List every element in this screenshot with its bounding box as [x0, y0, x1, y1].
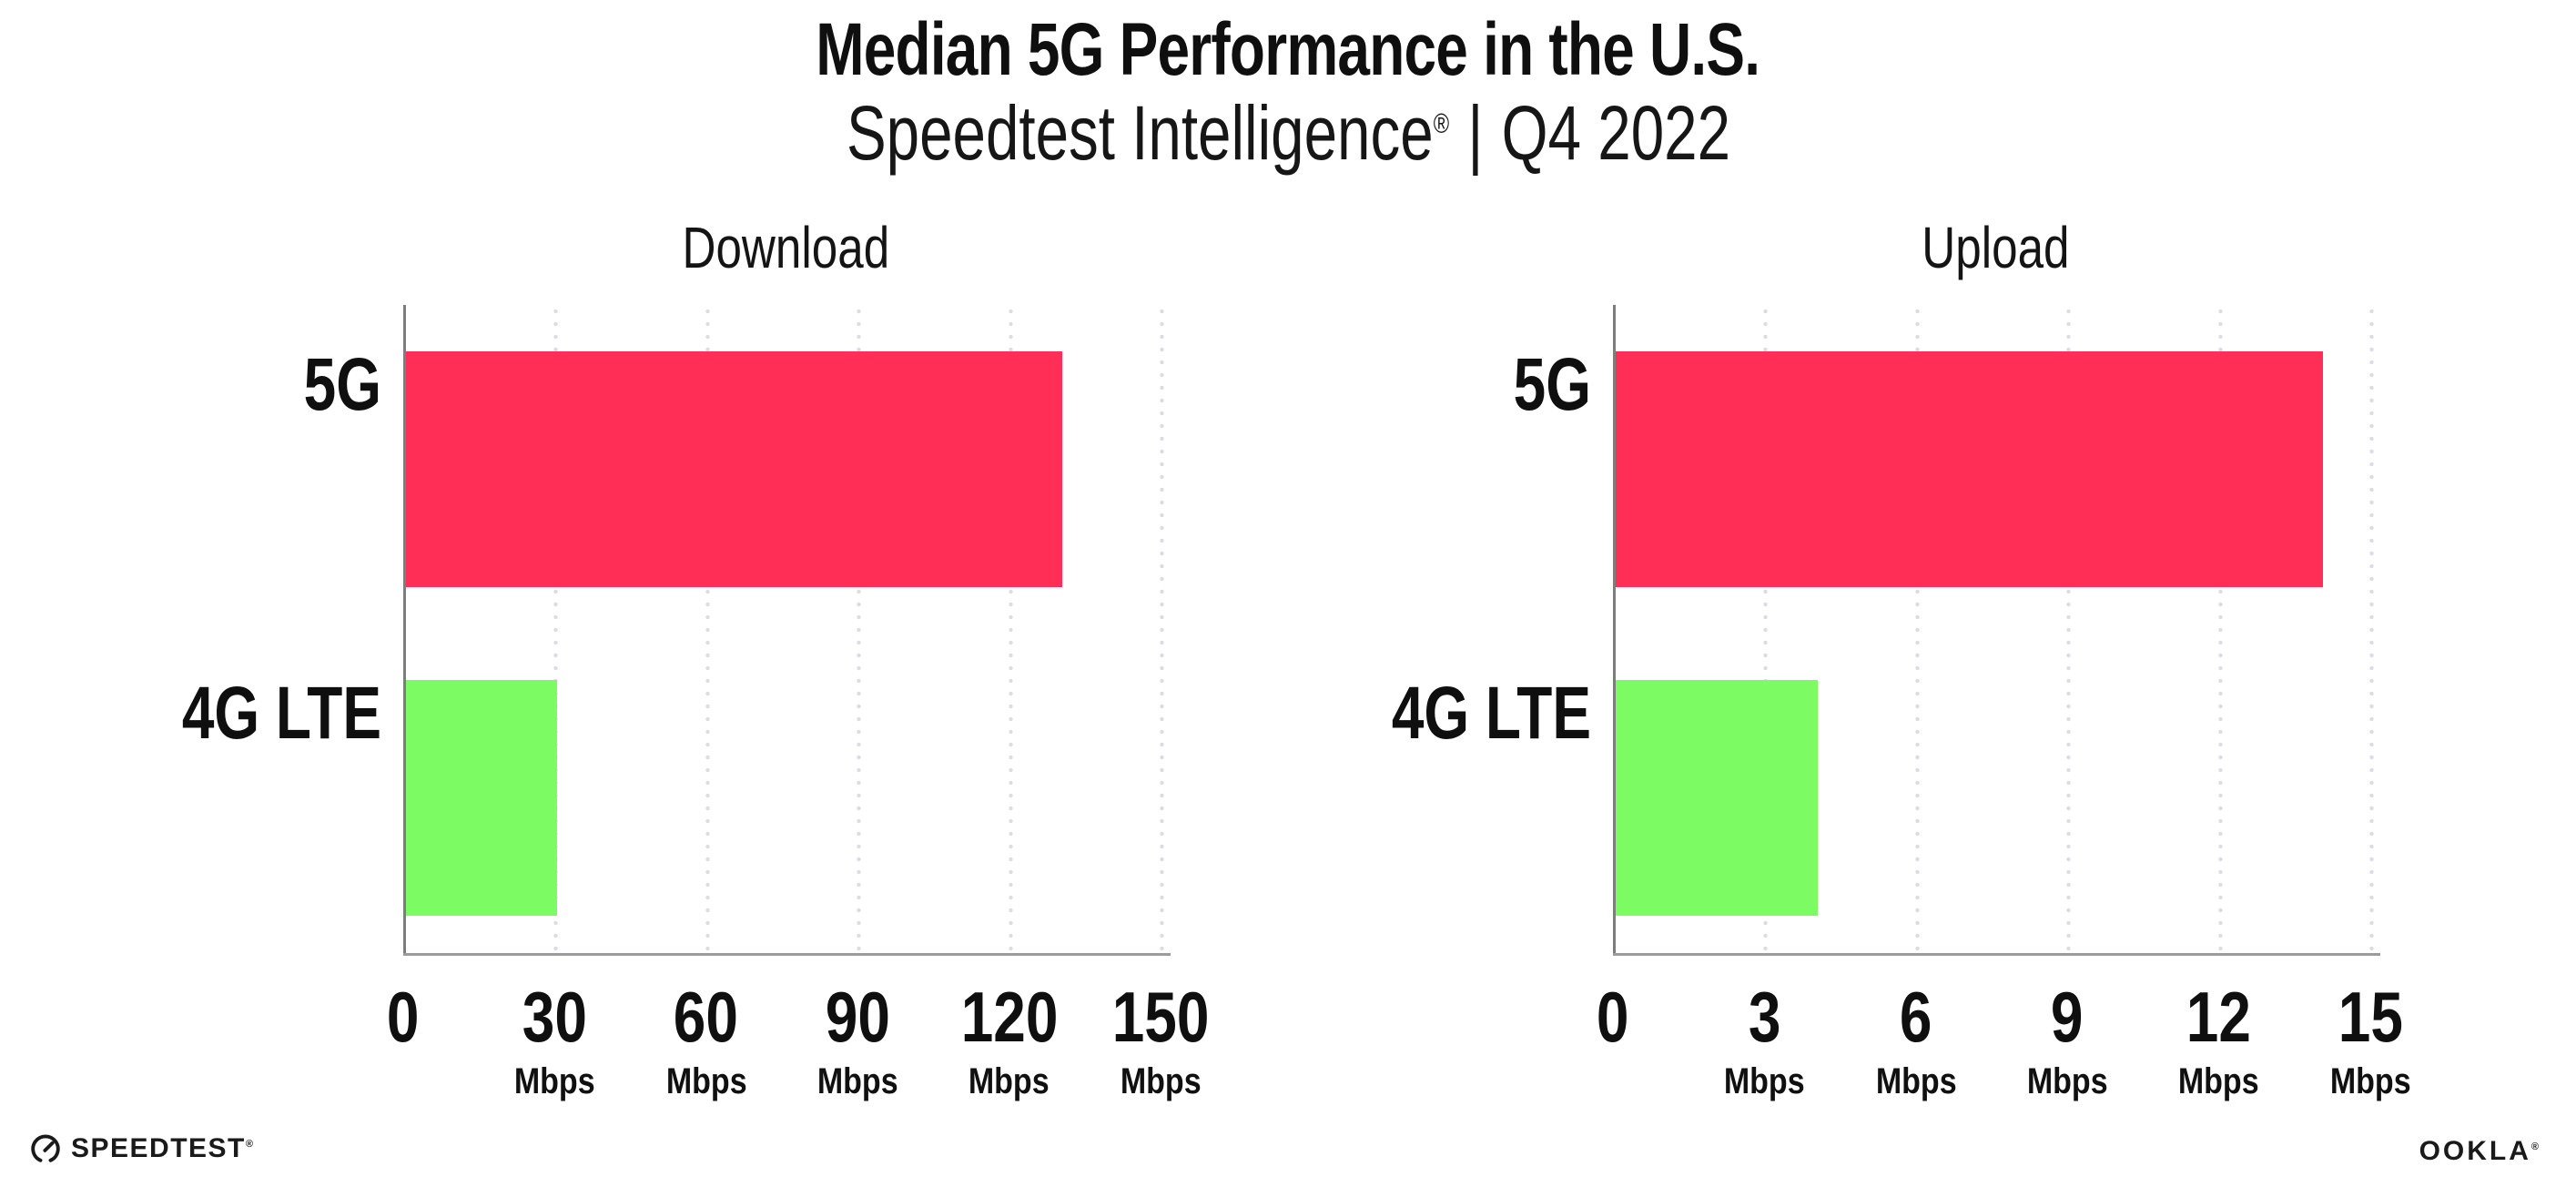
x-tick-unit: Mbps [1875, 1061, 1957, 1101]
x-tick-label: 0 [1597, 977, 1629, 1057]
bar-5g [1616, 351, 2323, 587]
x-tick-0: 0 [1531, 981, 1695, 1052]
x-tick-label: 12 [2186, 977, 2252, 1057]
x-tick-label: 3 [1748, 977, 1781, 1057]
speedtest-logo: SPEEDTEST® [31, 1134, 254, 1163]
x-tick-label: 0 [387, 977, 420, 1057]
upload-x-axis-ticks: 0 3 Mbps 6 Mbps 9 Mbps 12 Mbps 15 Mbps [1597, 981, 2410, 1127]
ookla-registered-mark: ® [2530, 1141, 2541, 1152]
x-tick-3: 3 Mbps [1682, 981, 1846, 1100]
page-title: Median 5G Performance in the U.S. [0, 13, 2576, 87]
x-tick-60: 60 Mbps [624, 981, 788, 1100]
x-tick-120: 120 Mbps [928, 981, 1091, 1100]
page-subtitle: Speedtest Intelligence® | Q4 2022 [0, 95, 2576, 171]
category-label-4g-lte: 4G LTE [181, 672, 381, 755]
y-axis-line [403, 305, 406, 954]
gridline-12-mbps [2217, 305, 2223, 954]
gridline-90-mbps [857, 305, 862, 954]
page-title-text: Median 5G Performance in the U.S. [816, 8, 1761, 91]
ookla-logo: OOKLA® [2419, 1138, 2541, 1165]
x-tick-label: 60 [674, 977, 739, 1057]
gridline-60-mbps [705, 305, 710, 954]
x-axis-line [403, 953, 1171, 956]
x-tick-label: 120 [960, 977, 1058, 1057]
download-chart-panel: Download 5G 4G LTE 0 30 Mbps 60 Mbps 90 Mbps 12… [182, 215, 1210, 1129]
gridline-120-mbps [1008, 305, 1013, 954]
bar-5g [406, 351, 1063, 587]
speedtest-wordmark: SPEEDTEST [71, 1133, 246, 1163]
subtitle-product: Speedtest Intelligence [846, 90, 1434, 176]
upload-chart-title: Upload [1921, 215, 2070, 280]
ookla-wordmark: OOKLA [2419, 1136, 2531, 1166]
subtitle-period: Q4 2022 [1501, 90, 1730, 176]
x-tick-unit: Mbps [816, 1061, 898, 1101]
x-tick-unit: Mbps [1120, 1061, 1202, 1101]
upload-chart-panel: Upload 5G 4G LTE 0 3 Mbps 6 Mbps 9 Mbps 12 Mbps 1… [1392, 215, 2411, 1129]
speedtest-registered-mark: ® [245, 1139, 255, 1150]
category-label-5g: 5G [303, 343, 381, 426]
x-tick-label: 15 [2338, 977, 2403, 1057]
x-tick-unit: Mbps [514, 1061, 595, 1101]
x-tick-unit: Mbps [2026, 1061, 2108, 1101]
x-tick-label: 90 [825, 977, 890, 1057]
x-tick-unit: Mbps [665, 1061, 747, 1101]
x-tick-unit: Mbps [2178, 1061, 2259, 1101]
x-axis-line [1613, 953, 2380, 956]
x-tick-6: 6 Mbps [1834, 981, 1998, 1100]
x-tick-15: 15 Mbps [2288, 981, 2452, 1100]
gridline-150-mbps [1160, 305, 1164, 954]
bar-4g-lte [1616, 680, 1818, 916]
x-tick-unit: Mbps [1724, 1061, 1805, 1101]
x-tick-label: 6 [1899, 977, 1932, 1057]
x-tick-0: 0 [321, 981, 485, 1052]
upload-plot-area [1613, 305, 2380, 956]
x-tick-9: 9 Mbps [1985, 981, 2149, 1100]
download-plot-area [403, 305, 1171, 956]
gridline-15-mbps [2369, 305, 2374, 954]
download-chart-title: Download [682, 215, 889, 280]
category-label-4g-lte: 4G LTE [1391, 672, 1591, 755]
category-label-5g: 5G [1513, 343, 1591, 426]
x-tick-30: 30 Mbps [472, 981, 636, 1100]
speedtest-gauge-icon [31, 1134, 60, 1162]
registered-mark: ® [1433, 109, 1449, 139]
subtitle-divider: | [1466, 90, 1483, 176]
gridline-9-mbps [2066, 305, 2072, 954]
x-tick-label: 150 [1111, 977, 1210, 1057]
x-tick-unit: Mbps [2329, 1061, 2411, 1101]
x-tick-12: 12 Mbps [2137, 981, 2301, 1100]
x-tick-90: 90 Mbps [776, 981, 939, 1100]
footer: SPEEDTEST® OOKLA® [0, 1127, 2576, 1182]
gridline-30-mbps [553, 305, 559, 954]
x-tick-label: 30 [522, 977, 587, 1057]
x-tick-unit: Mbps [969, 1061, 1050, 1101]
x-tick-label: 9 [2051, 977, 2084, 1057]
gridline-3-mbps [1763, 305, 1769, 954]
bar-4g-lte [406, 680, 558, 916]
gridline-6-mbps [1914, 305, 1920, 954]
y-axis-line [1613, 305, 1616, 954]
download-x-axis-ticks: 0 30 Mbps 60 Mbps 90 Mbps 120 Mbps 150 Mbps [387, 981, 1209, 1127]
x-tick-150: 150 Mbps [1079, 981, 1242, 1100]
